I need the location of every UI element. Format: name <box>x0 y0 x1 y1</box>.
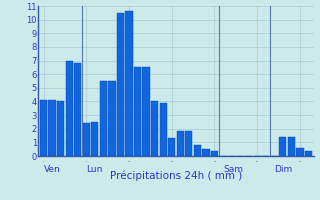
Bar <box>296 148 304 156</box>
X-axis label: Précipitations 24h ( mm ): Précipitations 24h ( mm ) <box>110 170 242 181</box>
Bar <box>108 81 116 156</box>
Bar <box>40 100 47 156</box>
Bar <box>91 122 99 156</box>
Bar <box>134 67 141 156</box>
Bar <box>305 151 312 156</box>
Bar <box>74 63 81 156</box>
Text: Sam: Sam <box>223 165 243 174</box>
Bar <box>168 138 175 156</box>
Bar <box>142 67 150 156</box>
Bar <box>100 81 107 156</box>
Bar <box>185 131 192 156</box>
Bar <box>279 137 286 156</box>
Bar <box>125 11 132 156</box>
Bar <box>194 145 201 156</box>
Bar <box>48 100 56 156</box>
Bar <box>117 13 124 156</box>
Bar <box>288 137 295 156</box>
Text: Dim: Dim <box>274 165 292 174</box>
Text: Ven: Ven <box>44 165 60 174</box>
Bar <box>66 61 73 156</box>
Bar <box>160 103 167 156</box>
Bar <box>202 149 210 156</box>
Text: Lun: Lun <box>86 165 103 174</box>
Bar <box>83 123 90 156</box>
Bar <box>211 151 218 156</box>
Bar <box>177 131 184 156</box>
Bar <box>57 101 64 156</box>
Bar <box>151 101 158 156</box>
